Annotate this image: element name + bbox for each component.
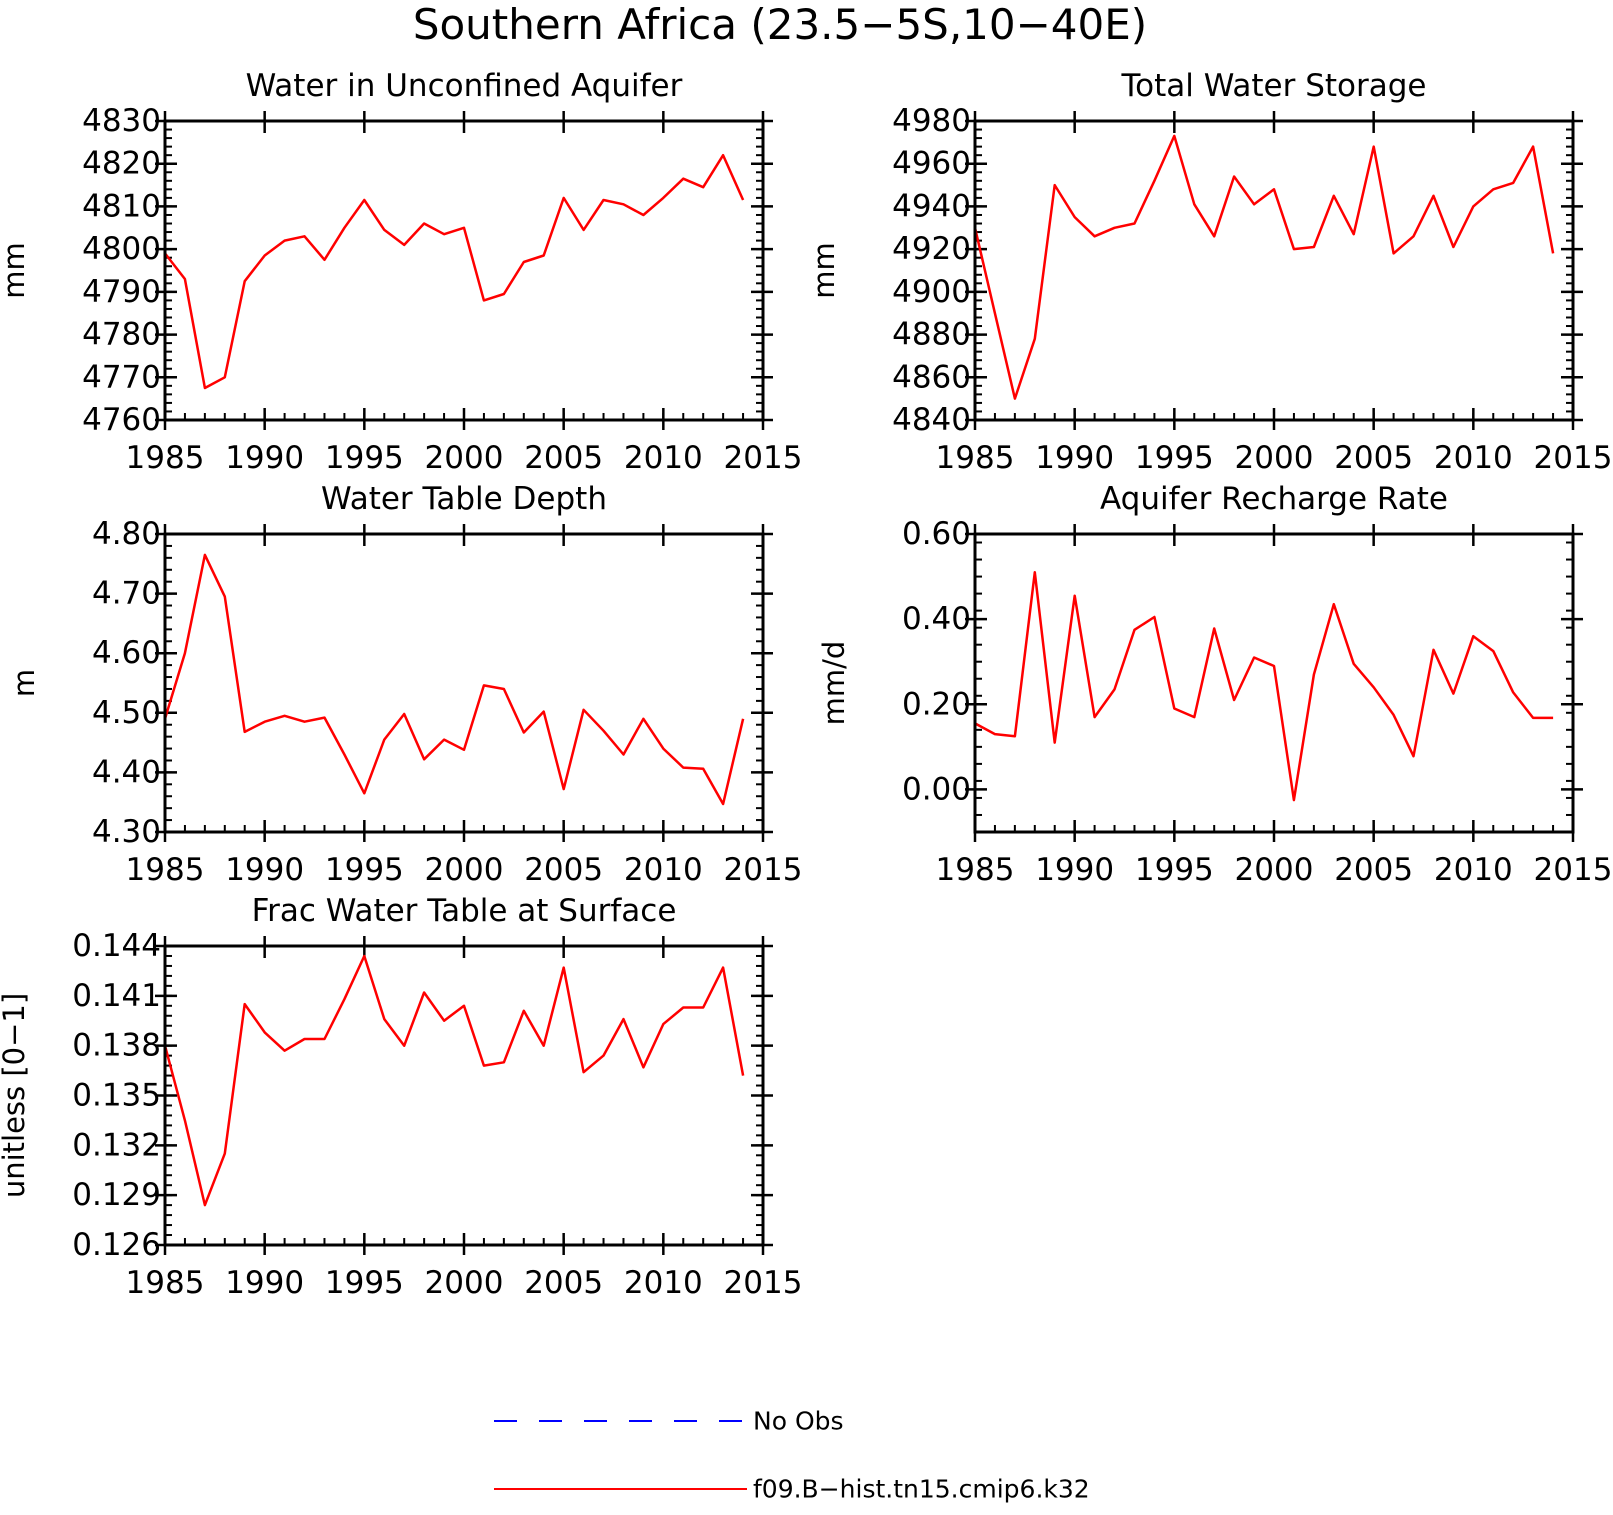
y-tick-label: 4.30 (92, 814, 161, 850)
y-tick-label: 4900 (892, 274, 971, 310)
chart-panel-3: Water Table Depth m 4.30 4.40 4.50 4.60 4.70 4.… (7, 481, 802, 888)
y-tick-label: 4780 (82, 317, 161, 353)
x-tick-label: 2005 (524, 1265, 603, 1301)
y-tick-label: 0.60 (902, 516, 971, 552)
x-tick-label: 2005 (1334, 852, 1413, 888)
x-tick-label: 2010 (1434, 852, 1513, 888)
x-tick-label: 1995 (325, 852, 404, 888)
x-tick-label: 2000 (425, 1265, 504, 1301)
panel-title: Total Water Storage (1120, 68, 1426, 104)
y-tick-label: 4960 (892, 146, 971, 182)
y-tick-label: 4.60 (92, 635, 161, 671)
panel-title: Water Table Depth (321, 481, 607, 517)
x-tick-label: 1990 (1035, 852, 1114, 888)
chart-panel-2: Total Water Storage mm 4840 4860 4880 4900 492… (807, 68, 1612, 476)
y-axis-label: mm/d (817, 641, 851, 726)
series-line (163, 954, 745, 1207)
panel-title: Water in Unconfined Aquifer (246, 68, 683, 104)
y-axis-label: unitless [0−1] (0, 993, 31, 1198)
x-tick-label: 2010 (624, 440, 703, 476)
series-line (163, 553, 745, 806)
y-tick-label: 4760 (82, 402, 161, 438)
y-tick-label: 4920 (892, 231, 971, 267)
x-tick-label: 2010 (624, 852, 703, 888)
x-tick-label: 2015 (1534, 440, 1613, 476)
y-tick-label: 4860 (892, 359, 971, 395)
x-tick-label: 2005 (524, 852, 603, 888)
y-tick-label: 0.40 (902, 601, 971, 637)
y-tick-label: 0.129 (72, 1177, 161, 1213)
chart-panel-4: Aquifer Recharge Rate mm/d 0.00 0.20 0.40 0.6… (817, 481, 1612, 888)
x-tick-label: 1995 (1135, 852, 1214, 888)
figure-title: Southern Africa (23.5−5S,10−40E) (413, 0, 1147, 49)
x-tick-label: 1990 (225, 1265, 304, 1301)
x-tick-label: 2010 (1434, 440, 1513, 476)
series-line (974, 571, 1554, 802)
x-tick-label: 2005 (1334, 440, 1413, 476)
y-axis-label: m (7, 669, 41, 697)
plot-frame (163, 944, 765, 1247)
y-tick-label: 4840 (892, 402, 971, 438)
y-tick-label: 4.50 (92, 695, 161, 731)
x-tick-label: 1990 (225, 852, 304, 888)
x-tick-label: 1990 (1035, 440, 1114, 476)
y-tick-label: 0.00 (902, 771, 971, 807)
y-tick-label: 4810 (82, 188, 161, 224)
x-tick-label: 2000 (425, 440, 504, 476)
x-tick-label: 1995 (325, 1265, 404, 1301)
y-axis-label: mm (807, 242, 841, 299)
y-tick-label: 0.132 (72, 1127, 161, 1163)
panel-title: Aquifer Recharge Rate (1100, 481, 1448, 517)
chart-panel-5: Frac Water Table at Surface unitless [0−1… (0, 893, 802, 1301)
y-tick-label: 4.70 (92, 576, 161, 612)
legend: No Obs f09.B−hist.tn15.cmip6.k32 (494, 1407, 1090, 1504)
panels: Water in Unconfined Aquifer mm 4760 4770 478… (0, 68, 1612, 1301)
x-tick-label: 2015 (1534, 852, 1613, 888)
x-tick-label: 2015 (724, 1265, 803, 1301)
y-tick-label: 4830 (82, 103, 161, 139)
y-tick-label: 4.40 (92, 754, 161, 790)
y-tick-label: 4800 (82, 231, 161, 267)
y-tick-label: 0.20 (902, 686, 971, 722)
y-tick-label: 0.144 (72, 928, 161, 964)
x-tick-label: 2010 (624, 1265, 703, 1301)
y-tick-label: 4820 (82, 146, 161, 182)
x-tick-label: 1995 (325, 440, 404, 476)
y-tick-label: 0.126 (72, 1227, 161, 1263)
x-tick-label: 1985 (126, 1265, 205, 1301)
plot-frame (163, 119, 765, 422)
chart-panel-1: Water in Unconfined Aquifer mm 4760 4770 478… (0, 68, 802, 476)
x-tick-label: 2000 (1235, 852, 1314, 888)
y-tick-label: 4790 (82, 274, 161, 310)
legend-label: No Obs (753, 1407, 844, 1436)
plot-frame (973, 532, 1575, 834)
series-line (973, 134, 1555, 400)
panel-title: Frac Water Table at Surface (252, 893, 677, 929)
x-tick-label: 2015 (724, 440, 803, 476)
y-tick-label: 0.138 (72, 1028, 161, 1064)
series-line (164, 153, 745, 390)
plot-frame (973, 119, 1575, 422)
x-tick-label: 2005 (524, 440, 603, 476)
legend-label: f09.B−hist.tn15.cmip6.k32 (753, 1475, 1090, 1504)
x-tick-label: 1985 (126, 440, 205, 476)
y-tick-label: 4940 (892, 188, 971, 224)
y-tick-label: 4980 (892, 103, 971, 139)
x-tick-label: 2000 (425, 852, 504, 888)
x-tick-label: 1985 (936, 852, 1015, 888)
y-tick-label: 0.141 (72, 978, 161, 1014)
y-axis-label: mm (0, 242, 31, 299)
x-tick-label: 1995 (1135, 440, 1214, 476)
x-tick-label: 2000 (1235, 440, 1314, 476)
x-tick-label: 1990 (225, 440, 304, 476)
x-tick-label: 1985 (126, 852, 205, 888)
x-tick-label: 2015 (724, 852, 803, 888)
y-tick-label: 4880 (892, 317, 971, 353)
y-tick-label: 0.135 (72, 1078, 161, 1114)
plot-frame (163, 532, 765, 834)
y-tick-label: 4770 (82, 359, 161, 395)
x-tick-label: 1985 (936, 440, 1015, 476)
y-tick-label: 4.80 (92, 516, 161, 552)
